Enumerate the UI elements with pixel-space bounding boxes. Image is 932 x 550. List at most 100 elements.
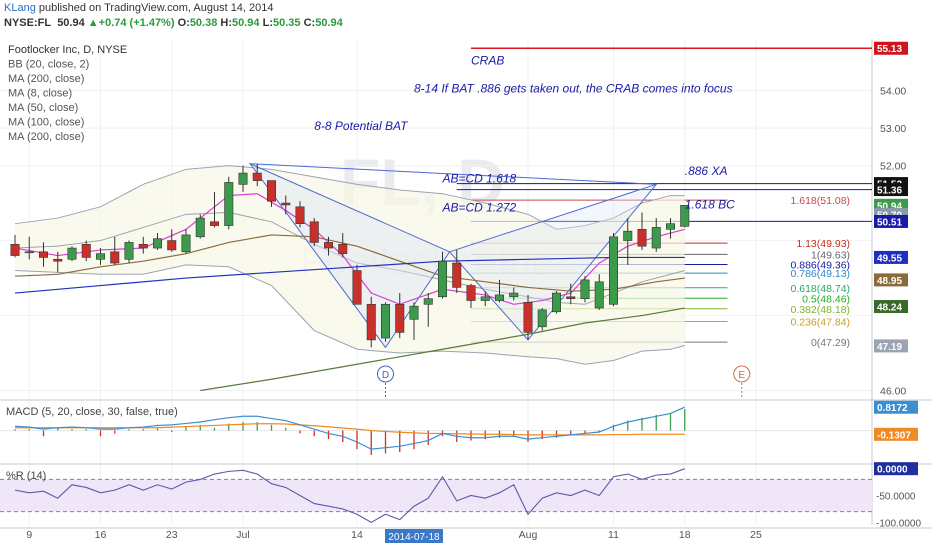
williams-r-band [0,479,872,512]
legend-item: BB (20, close, 2) [8,59,89,71]
price-label-box [874,300,908,314]
candle-body [566,296,576,299]
event-marker-label: D [382,370,389,381]
time-tick-label: 18 [679,529,691,541]
candle [366,296,376,348]
williams-r-title: %R (14) [6,470,46,482]
candle-body [480,296,490,301]
candle-body [181,234,191,253]
legend-item: MA (100, close) [8,117,84,129]
candle [623,218,633,265]
time-tick-label: 23 [166,529,178,541]
price-label-tag: 49.55 [874,250,908,264]
candle [338,233,348,258]
candle [566,283,576,305]
moving-average-line [200,307,685,392]
candle [423,293,433,327]
price-label-text: 49.55 [877,253,902,264]
annotation-text: .886 XA [685,164,728,178]
williams-r-label-text: 0.0000 [877,465,908,476]
candle-body [580,279,590,299]
candle-body [195,217,205,238]
author-link[interactable]: KLang [4,2,36,14]
macd-label-box [874,427,918,441]
candle [494,279,504,303]
crosshair-date-tag: 2014-07-18 [385,529,443,543]
candle [580,276,590,303]
candle-body [338,244,348,254]
indicator-legend: Footlocker Inc, D, NYSE BB (20, close, 2)… [8,44,127,143]
open-label: O: [177,17,190,29]
price-label-tag: 50.51 [874,214,908,228]
candle [551,291,561,314]
price-label-text: 48.95 [877,276,902,287]
macd-title: MACD (5, 20, close, 30, false, true) [6,406,178,418]
candle-body [352,270,362,305]
publish-line: KLang published on TradingView.com, Augu… [4,2,274,14]
macd-label-tag: -0.1307 [874,427,918,441]
chart-annotations: CRAB 8-14 If BAT .886 gets taken out, the… [314,53,735,214]
fib-level-label: 0.5(48.46) [802,293,850,305]
macd-label-box [874,400,918,414]
fib-level-label: 0.886(49.36) [791,260,851,272]
candle-body [380,303,390,339]
candle-body [96,253,106,260]
candle-body [138,244,148,249]
candle [96,248,106,265]
candle-body [53,258,63,262]
candle-body [665,223,675,230]
candle [409,302,419,340]
close-value: 50.94 [315,17,343,29]
candle [665,218,675,239]
time-tick-label: 16 [95,529,107,541]
candle-body [266,180,276,202]
open-value: 50.38 [189,17,218,29]
candle-body [295,206,305,224]
price-label-text: 50.94 [877,201,902,212]
event-marker-circle [733,365,751,383]
price-label-box [874,339,908,353]
last-price: 50.94 [57,17,85,29]
candle-body [67,247,77,260]
candle-body [10,244,20,256]
candle-body [24,251,34,254]
candle [124,240,134,264]
candle-body [537,309,547,328]
candle-body [81,244,91,258]
candle-body [252,172,262,181]
legend-item: MA (200, close) [8,73,84,85]
price-label-box [874,273,908,287]
candle [651,218,661,252]
price-label-text: 55.13 [877,44,902,55]
annotation-text: AB=CD 1.272 [442,200,517,214]
change-up-icon: ▲ [87,17,99,29]
candle [10,234,20,258]
candle [110,236,120,265]
macd-line [14,406,685,450]
candle [323,236,333,256]
price-label-text: 51.36 [877,186,902,197]
candle-body [238,172,248,185]
quote-line: NYSE:FL 50.94 ▲+0.74 (+1.47%) O:50.38 H:… [4,17,343,29]
candle [167,229,177,252]
candle [266,180,276,207]
price-label-text: 47.19 [877,342,902,353]
candle [537,308,547,331]
candle-body [167,240,177,251]
legend-item: MA (50, close) [8,102,78,114]
candle [309,218,319,247]
price-label-tag: 48.24 [874,300,908,314]
candle-body [437,260,447,298]
candle [509,287,519,301]
macd-label-text: 0.8172 [877,403,908,414]
fib-level-label: 0.382(48.18) [791,304,851,316]
candle [380,302,390,342]
bollinger-lower [14,264,685,365]
williams-r-pane: %R (14) [0,468,872,523]
candle [138,236,148,254]
panel-borders [0,40,932,529]
candle [680,205,690,228]
williams-r-line [14,468,685,523]
price-tick-label: 46.00 [880,386,906,398]
